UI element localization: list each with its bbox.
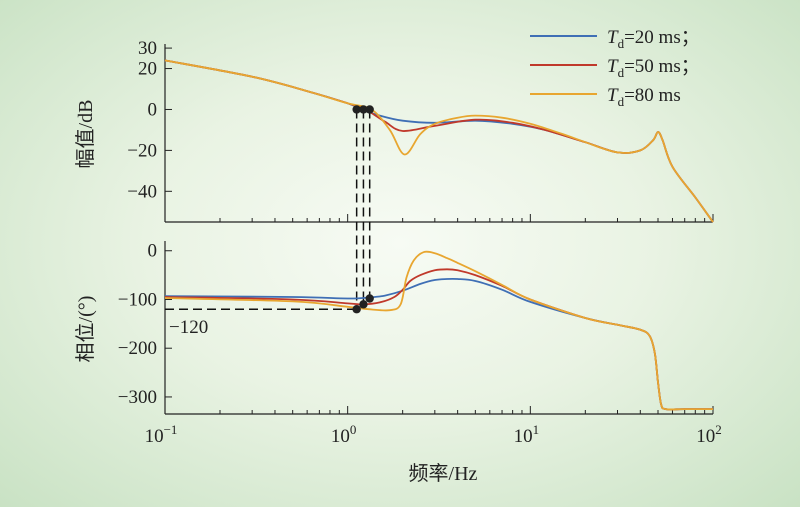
legend: Td=20 ms； Td=50 ms； Td=80 ms — [530, 27, 700, 109]
magnitude-y-tick-label: −20 — [127, 140, 157, 161]
legend-label: Td=50 ms； — [607, 56, 700, 80]
phase-panel: 0 −100 −200 −300 −120 — [118, 241, 714, 415]
legend-label: Td=80 ms — [607, 85, 681, 109]
phase-y-tick-label: 0 — [148, 241, 158, 262]
phase-y-tick-label: −300 — [118, 387, 157, 408]
phase-margin-label: −120 — [169, 317, 208, 338]
x-tick-label: 100 — [331, 422, 357, 447]
magnitude-marker-point — [365, 105, 374, 114]
magnitude-marker-point — [352, 105, 361, 114]
phase-marker-point — [365, 294, 374, 303]
magnitude-y-tick-label: 0 — [148, 99, 158, 120]
x-axis-title: 频率/Hz — [409, 462, 478, 485]
legend-label: Td=20 ms； — [607, 27, 700, 51]
magnitude-y-tick-label: 20 — [138, 59, 157, 80]
x-tick-label: 10−1 — [145, 422, 178, 447]
phase-y-axis-title: 相位/(°) — [74, 296, 97, 363]
phase-y-tick-label: −100 — [118, 289, 157, 310]
magnitude-marker-point — [359, 105, 368, 114]
x-tick-label: 102 — [696, 422, 722, 447]
phase-marker-point — [352, 305, 361, 314]
phase-marker-point — [359, 300, 368, 309]
magnitude-series-line-3 — [164, 59, 714, 223]
phase-y-tick-label: −200 — [118, 338, 157, 359]
phase-series-line-2 — [164, 268, 713, 411]
x-tick-label: 101 — [514, 422, 540, 447]
magnitude-y-tick-label: −40 — [127, 181, 157, 202]
magnitude-y-tick-label: 30 — [138, 38, 157, 59]
phase-series-line-3 — [164, 250, 713, 411]
x-axis: 10−1 100 101 102 — [145, 422, 722, 447]
magnitude-y-axis-title: 幅值/dB — [74, 100, 97, 169]
